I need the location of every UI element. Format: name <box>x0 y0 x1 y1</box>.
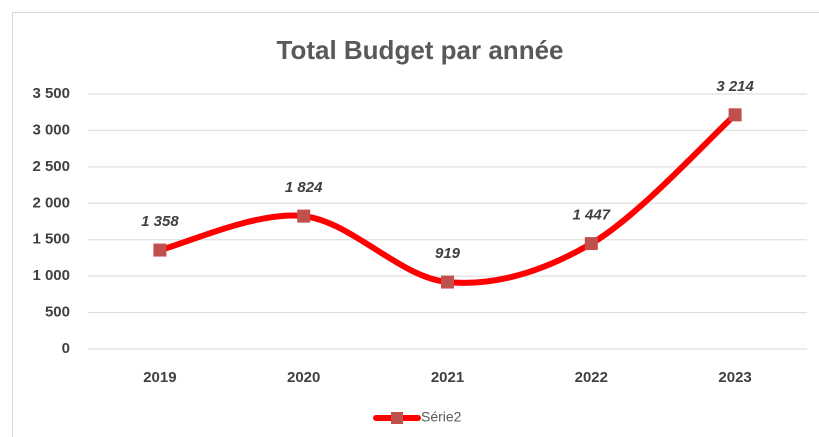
data-label: 919 <box>435 245 461 262</box>
marker <box>441 275 454 289</box>
y-tick-label: 3 500 <box>32 85 70 102</box>
y-tick-label: 3 000 <box>32 121 70 138</box>
x-tick-label: 2019 <box>143 369 176 386</box>
chart-border <box>12 12 819 437</box>
data-label: 1 824 <box>285 179 323 196</box>
data-label: 1 447 <box>573 207 611 224</box>
marker <box>728 108 742 122</box>
y-tick-label: 1 000 <box>32 267 70 284</box>
marker <box>297 209 311 223</box>
legend-marker <box>391 412 403 424</box>
y-tick-label: 2 500 <box>32 158 70 175</box>
data-label: 1 358 <box>141 213 179 230</box>
chart-title: Total Budget par année <box>277 35 564 65</box>
y-tick-label: 500 <box>45 304 70 321</box>
x-tick-label: 2023 <box>718 369 751 386</box>
marker <box>153 243 167 257</box>
x-tick-label: 2020 <box>287 369 320 386</box>
x-tick-label: 2021 <box>431 369 464 386</box>
legend-label: Série2 <box>421 409 462 425</box>
x-tick-label: 2022 <box>575 369 608 386</box>
marker <box>584 237 598 251</box>
data-label: 3 214 <box>716 78 754 95</box>
y-tick-label: 2 000 <box>32 194 70 211</box>
y-tick-label: 0 <box>62 340 70 357</box>
y-tick-label: 1 500 <box>32 231 70 248</box>
